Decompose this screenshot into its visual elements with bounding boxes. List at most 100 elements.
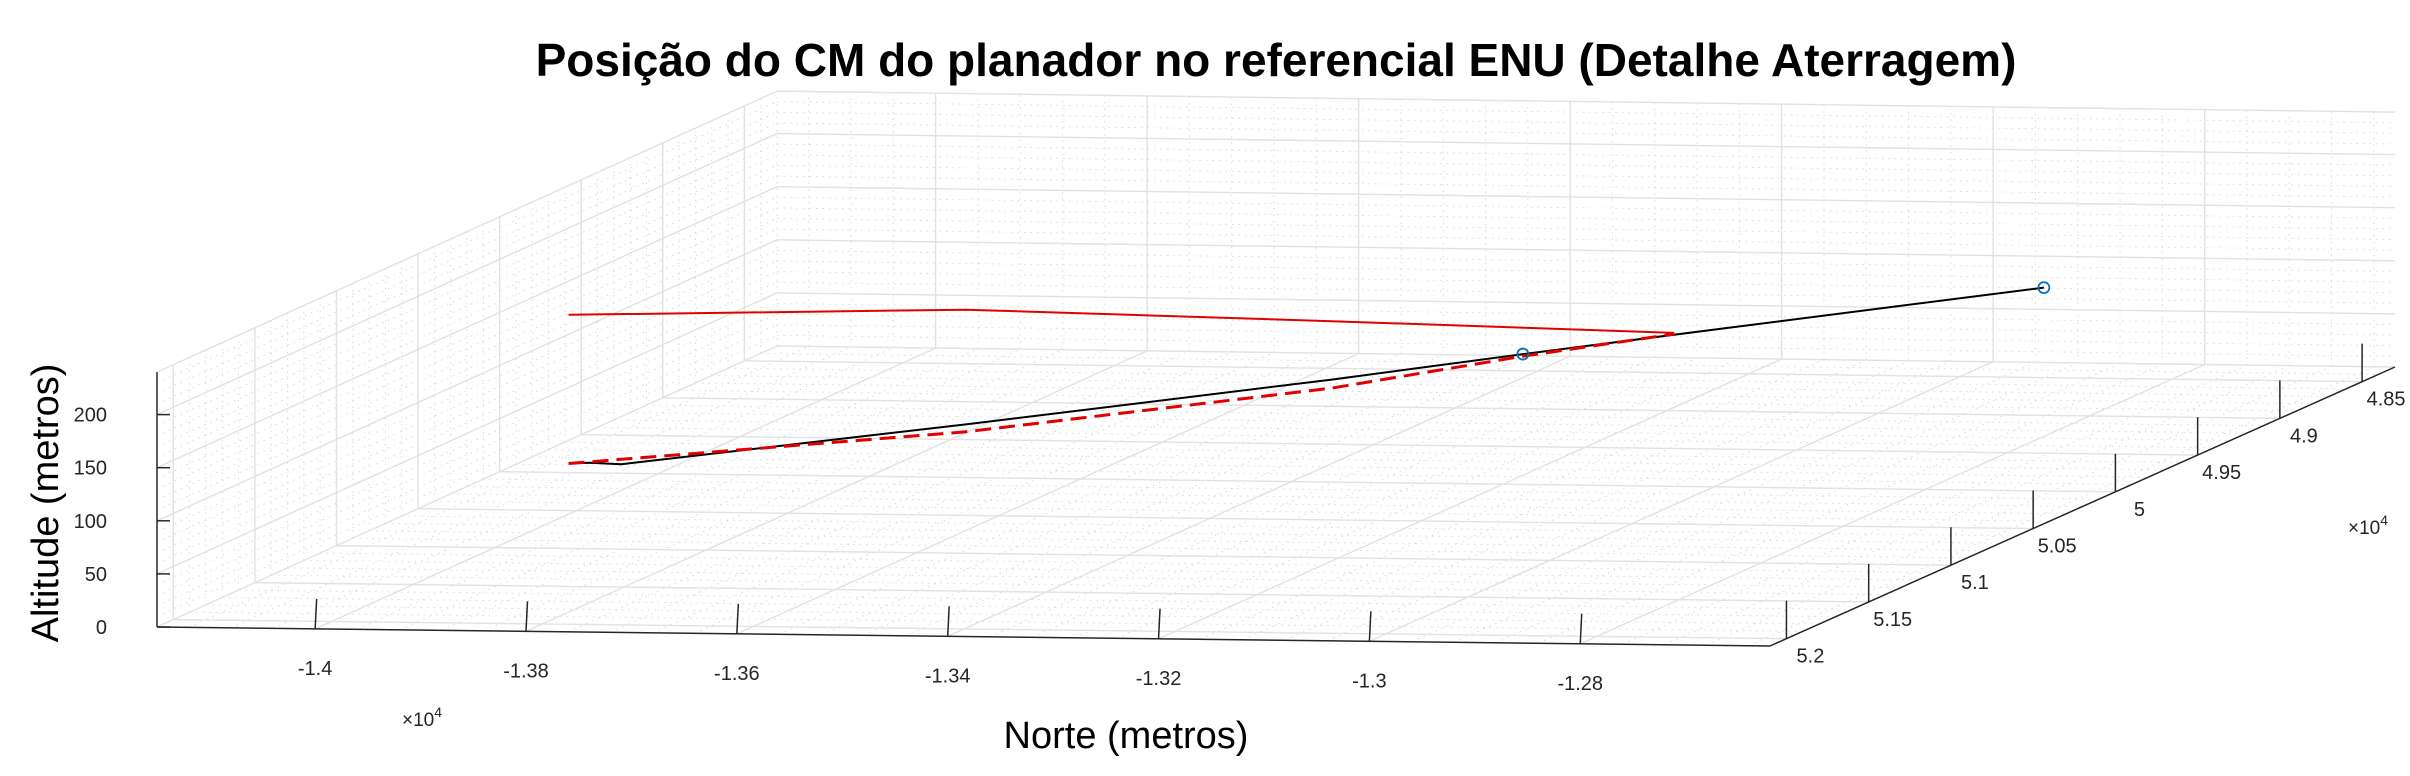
minor-grid-floor-y: [287, 567, 1902, 588]
z-tick-label: 100: [74, 511, 107, 533]
minor-grid-back-z: [776, 218, 2396, 241]
z-tick-label: 50: [85, 564, 107, 586]
minor-grid-back-z: [776, 260, 2396, 283]
grid-floor-y: [173, 618, 1787, 640]
grid-side-z: [156, 292, 778, 575]
minor-grid-side-z: [156, 111, 778, 394]
minor-grid-side-z: [156, 101, 778, 384]
y-tick-label: 5: [2134, 499, 2145, 521]
minor-grid-back-z: [776, 303, 2396, 326]
x-tick-label: -1.28: [1557, 673, 1603, 695]
y-tick-label: 4.95: [2202, 462, 2241, 484]
minor-grid-back-z: [776, 154, 2396, 177]
z-tick-label: 150: [74, 458, 107, 480]
chart-title: Posição do CM do planador no referencial…: [536, 34, 2017, 86]
minor-grid-floor-y: [352, 537, 1968, 559]
x-tick: [1579, 613, 1583, 644]
grid-floor-x: [314, 347, 936, 630]
grid-side-z: [156, 186, 778, 469]
minor-grid-floor-y: [385, 522, 2001, 544]
x-exponent-power: 4: [434, 704, 442, 720]
y-tick-label: 4.85: [2367, 389, 2406, 411]
grid-side-z: [156, 345, 778, 628]
minor-grid-floor-y: [271, 574, 1886, 596]
grid-floor-x: [1579, 363, 2205, 645]
minor-grid-floor-y: [222, 596, 1836, 618]
minor-grid-floor-x: [1706, 365, 2332, 646]
x-exponent-label: ×104: [402, 704, 442, 731]
minor-grid-back-z: [776, 228, 2396, 251]
minor-grid-back-z: [776, 207, 2396, 230]
minor-grid-side-z: [156, 165, 778, 447]
series-line-1: [568, 286, 2045, 466]
y-exponent-label: ×104: [2348, 512, 2388, 539]
x-tick: [525, 601, 529, 632]
grid-side-z: [156, 132, 778, 416]
x-axis-label: Norte (metros): [1004, 715, 1249, 757]
y-tick-label: 5.2: [1797, 646, 1825, 668]
grid-floor-y: [662, 397, 2280, 420]
minor-grid-back-z: [776, 143, 2396, 166]
minor-grid-back-z: [776, 122, 2396, 145]
tick-layer: -1.4 -1.38 -1.36 -1.34 -1.32 -1.3 -1.28 ×104 5.2…: [74, 343, 2406, 731]
grid-floor-x: [1158, 358, 1782, 640]
minor-grid-side-z: [156, 154, 778, 437]
z-axis-label: Altitude (metros): [25, 364, 67, 643]
x-tick: [736, 603, 740, 634]
z-tick-label: 200: [74, 405, 107, 427]
grid-floor-y: [418, 507, 2034, 530]
minor-grid-floor-y: [548, 449, 2165, 471]
minor-grid-side-z: [156, 281, 778, 564]
y-tick-label: 5.1: [1961, 572, 1989, 594]
grid-back-z: [776, 345, 2396, 368]
marker-layer: [1516, 281, 2051, 361]
minor-grid-floor-y: [466, 486, 2083, 507]
minor-grid-back-z: [776, 281, 2396, 304]
minor-grid-back-z: [776, 271, 2396, 294]
minor-grid-floor-y: [369, 530, 1984, 552]
grid-floor-y: [499, 471, 2116, 493]
minor-grid-floor-y: [189, 611, 1803, 632]
series-line-3: [568, 308, 1675, 334]
minor-grid-back-z: [776, 249, 2396, 272]
x-tick: [946, 606, 950, 637]
y-exponent-power: 4: [2380, 512, 2388, 528]
x-tick: [1157, 608, 1161, 639]
x-axis-line: [156, 626, 1771, 647]
y-tick-label: 4.9: [2290, 425, 2318, 447]
grid-layer: [156, 90, 2396, 647]
axis-layer: [156, 366, 2396, 647]
minor-grid-back-z: [776, 101, 2396, 124]
minor-grid-back-z: [776, 324, 2396, 347]
grid-floor-x: [1369, 361, 1994, 642]
data-marker: [2037, 281, 2051, 295]
minor-grid-back-z: [776, 164, 2396, 187]
grid-side-z: [156, 239, 778, 522]
grid-floor-x: [947, 355, 1571, 637]
y-tick-label: 5.05: [2038, 536, 2077, 558]
minor-grid-back-z: [776, 175, 2396, 198]
x-tick-label: -1.3: [1352, 670, 1386, 692]
grid-floor-y: [254, 581, 1869, 603]
x-tick-label: -1.4: [298, 658, 332, 680]
data-marker: [1516, 347, 1530, 361]
z-tick-label: 0: [96, 617, 107, 639]
minor-grid-back-z: [776, 111, 2396, 134]
series-layer: [568, 286, 2045, 466]
grid-floor-y: [336, 544, 1951, 566]
minor-grid-side-z: [156, 334, 778, 617]
minor-grid-side-z: [156, 303, 778, 585]
minor-grid-floor-y: [303, 559, 1919, 581]
x-tick-label: -1.32: [1136, 668, 1182, 690]
x-tick-label: -1.38: [503, 660, 549, 682]
x-tick-label: -1.36: [714, 663, 760, 685]
x-tick: [314, 598, 318, 629]
minor-grid-floor-y: [434, 500, 2050, 522]
y-axis-line: [1769, 366, 2396, 647]
minor-grid-floor-y: [320, 552, 1935, 574]
minor-grid-floor-y: [515, 463, 2132, 485]
minor-grid-side-z: [156, 249, 778, 532]
minor-grid-floor-y: [401, 515, 2017, 537]
